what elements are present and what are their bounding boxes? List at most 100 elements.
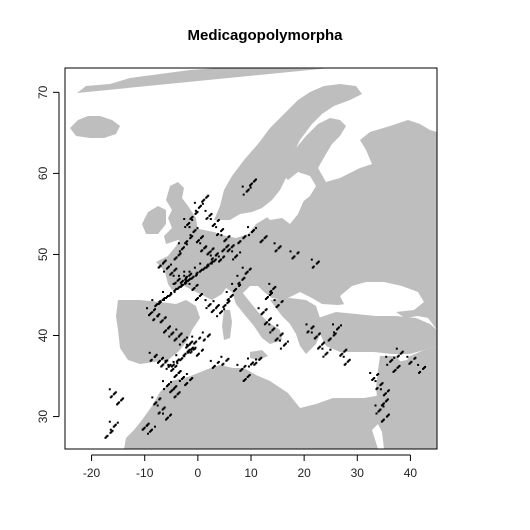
occurrence-point [332,323,334,326]
occurrence-point [306,331,309,334]
occurrence-point [163,317,166,320]
occurrence-point [343,350,346,353]
occurrence-point [176,287,179,290]
occurrence-point [269,290,272,293]
occurrence-point [170,381,172,384]
occurrence-point [172,360,175,363]
occurrence-point [166,267,168,270]
occurrence-point [268,282,271,285]
land-mass-eurasia [77,68,437,449]
occurrence-point [242,193,245,196]
occurrence-point [210,258,213,261]
occurrence-point [161,357,163,360]
occurrence-point [263,323,266,326]
occurrence-point [259,241,262,244]
occurrence-point [165,367,168,370]
occurrence-point [215,307,218,310]
occurrence-point [253,180,255,183]
occurrence-point [188,274,191,277]
occurrence-point [184,242,187,245]
occurrence-point [380,404,383,407]
occurrence-point [273,299,276,302]
occurrence-point [153,309,155,312]
occurrence-point [189,379,192,382]
occurrence-point [163,388,165,391]
occurrence-point [249,186,252,189]
occurrence-point [257,307,260,310]
occurrence-point [169,273,172,276]
occurrence-point [379,384,382,387]
occurrence-point [165,297,167,299]
occurrence-point [220,355,223,358]
occurrence-point [377,410,380,413]
occurrence-point [195,284,198,287]
occurrence-point [333,331,335,334]
land-iberia [116,300,200,364]
occurrence-point [221,250,224,253]
occurrence-point [173,396,176,399]
occurrence-point [231,250,234,253]
occurrence-point [199,262,202,265]
occurrence-point [198,337,201,340]
occurrence-point [177,274,180,277]
occurrence-point [279,347,282,350]
occurrence-point [216,234,219,237]
occurrence-point [296,252,299,255]
occurrence-point [422,367,425,370]
occurrence-point [396,366,399,369]
occurrence-point [222,306,225,309]
land-ireland [142,206,166,234]
occurrence-point [169,414,171,417]
occurrence-point [392,370,395,373]
occurrence-point [177,242,180,245]
occurrence-point [271,329,274,332]
occurrence-point [248,234,250,237]
occurrence-point [336,328,338,331]
occurrence-point [216,361,219,364]
plot-frame [64,67,438,450]
occurrence-point [176,279,179,282]
occurrence-point [317,347,320,350]
occurrence-point [417,363,420,366]
occurrence-point [226,302,229,305]
x-tick-label: 40 [404,466,418,480]
red-sea [372,424,384,449]
occurrence-point [161,408,164,411]
occurrence-point [180,378,183,380]
occurrence-point [185,346,188,349]
occurrence-point [245,190,248,193]
occurrence-point [206,253,209,256]
occurrence-point [343,363,346,366]
occurrence-point [202,339,205,342]
occurrence-point [164,361,167,364]
land-sicily [250,350,268,360]
land-balkans [270,298,322,354]
occurrence-point [311,266,314,269]
occurrence-point [170,365,173,368]
occurrence-point [172,274,175,277]
y-tick-label: 30 [36,410,50,424]
occurrence-point [374,404,377,407]
occurrence-point [211,225,214,227]
occurrence-point [272,287,275,290]
occurrence-point [251,231,253,234]
land-italy [232,292,282,344]
occurrence-point [212,260,215,263]
occurrence-point [191,335,194,338]
occurrence-point [212,300,215,303]
occurrence-point [194,212,197,215]
land-levant [376,356,404,426]
occurrence-point [374,380,377,383]
occurrence-point [188,226,191,229]
occurrence-point [239,251,242,254]
occurrence-point [222,256,225,259]
occurrence-point [201,331,204,334]
occurrence-point [253,363,256,366]
land-great-britain [164,182,198,244]
y-tick-label: 40 [36,329,50,343]
occurrence-point [109,396,112,399]
occurrence-point [317,333,320,336]
x-tick-label: 0 [195,466,202,480]
occurrence-point [389,360,392,363]
